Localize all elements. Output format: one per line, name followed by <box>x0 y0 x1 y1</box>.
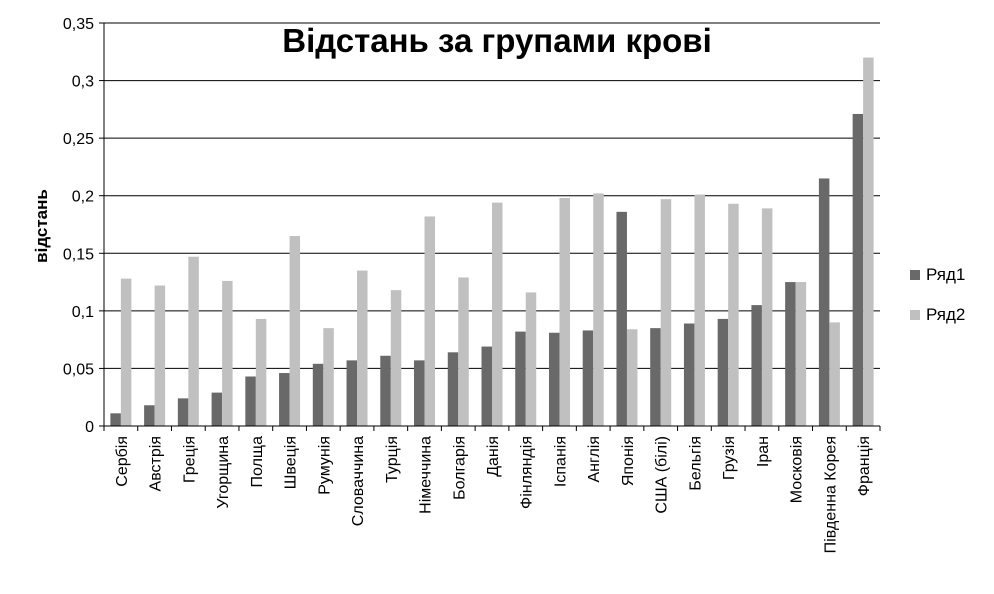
legend-label-Ряд2: Ряд2 <box>926 305 965 324</box>
x-tick-label: Англія <box>586 436 603 483</box>
bar-Ряд2-3 <box>222 280 233 426</box>
chart-title: Відстань за групами крові <box>282 22 712 59</box>
bar-Ряд2-21 <box>829 322 840 426</box>
bar-Ряд2-10 <box>458 277 469 426</box>
bar-Ряд1-13 <box>548 332 560 426</box>
bar-Ряд2-16 <box>660 199 672 426</box>
bar-Ряд1-18 <box>717 318 729 426</box>
bar-Ряд2-19 <box>761 208 773 426</box>
x-tick-label: Німеччина <box>418 436 435 514</box>
x-tick-label: Фінляндія <box>519 436 536 509</box>
bar-Ряд1-3 <box>211 392 223 426</box>
x-tick-label: Румунія <box>316 436 333 495</box>
y-tick-label: 0 <box>85 419 94 436</box>
x-tick-label: Угорщина <box>215 436 232 509</box>
bar-Ряд2-2 <box>188 256 199 426</box>
bar-Ряд2-18 <box>728 203 739 426</box>
y-axis-label: відстань <box>32 189 51 263</box>
bar-Ряд1-12 <box>515 331 526 426</box>
x-tick-label: Данія <box>485 436 502 477</box>
x-tick-label: Греція <box>181 436 198 483</box>
x-tick-label: Болгарія <box>451 436 468 500</box>
x-tick-label: Московія <box>789 436 806 503</box>
bar-Ряд1-11 <box>481 346 492 426</box>
bar-Ряд1-10 <box>447 352 459 426</box>
x-tick-label: Бельгія <box>687 436 704 491</box>
bar-Ряд2-7 <box>357 270 368 426</box>
x-tick-labels: Сербія Австрія Греція Угорщина Полща Швеція Ру… <box>103 426 881 553</box>
x-tick-label: Сербія <box>114 436 131 487</box>
legend: Ряд1 Ряд2 <box>910 265 965 324</box>
y-tick-labels: 0 0,05 0,1 0,15 0,2 0,25 0,3 0,35 <box>63 16 104 436</box>
bar-Ряд1-7 <box>346 360 358 426</box>
bar-Ряд1-17 <box>683 323 695 426</box>
bar-Ряд2-8 <box>390 290 402 426</box>
x-tick-label: Японія <box>620 436 637 486</box>
y-tick-label: 0,35 <box>63 16 94 33</box>
bar-Ряд2-17 <box>694 194 705 426</box>
bar-Ряд1-22 <box>852 113 864 426</box>
bar-Ряд2-15 <box>626 329 638 426</box>
bar-Ряд2-9 <box>424 216 436 426</box>
x-tick-label: Словаччина <box>350 436 367 526</box>
bar-Ряд1-2 <box>177 398 189 426</box>
bar-Ряд1-15 <box>616 211 627 426</box>
y-tick-label: 0,3 <box>72 74 94 91</box>
y-tick-label: 0,05 <box>63 361 94 378</box>
x-tick-label: Грузія <box>721 436 738 480</box>
legend-label-Ряд1: Ряд1 <box>926 265 965 284</box>
bar-Ряд1-8 <box>380 355 391 426</box>
bar-Ряд2-13 <box>559 198 570 426</box>
y-tick-label: 0,1 <box>72 304 94 321</box>
x-tick-label: Австрія <box>148 436 165 491</box>
x-tick-label: Полща <box>249 436 266 488</box>
y-tick-label: 0,15 <box>63 246 94 263</box>
bar-Ряд1-4 <box>245 376 256 426</box>
bar-Ряд1-1 <box>144 405 155 426</box>
bar-Ряд1-0 <box>110 413 121 426</box>
bar-Ряд1-19 <box>751 305 762 426</box>
bar-Ряд2-0 <box>120 278 132 426</box>
legend-swatch-Ряд2 <box>910 310 920 320</box>
x-tick-label: Південна Корея <box>822 436 839 553</box>
x-tick-label: Іран <box>755 436 772 467</box>
x-tick-label: Швеція <box>283 436 300 489</box>
bar-Ряд2-5 <box>289 236 301 426</box>
bar-Ряд2-4 <box>255 318 267 426</box>
bar-Ряд2-20 <box>795 282 807 426</box>
x-tick-label: Франція <box>856 436 873 496</box>
bar-Ряд2-12 <box>525 292 537 426</box>
x-tick-label: Турція <box>384 436 401 483</box>
bar-Ряд2-14 <box>593 193 604 426</box>
bar-Ряд1-16 <box>650 328 661 426</box>
bar-Ряд1-9 <box>414 360 425 426</box>
bars <box>110 57 874 427</box>
legend-swatch-Ряд1 <box>910 270 920 280</box>
bar-Ряд2-1 <box>154 285 166 426</box>
x-tick-label: Іспанія <box>552 436 569 487</box>
bar-Ряд1-20 <box>785 282 796 426</box>
y-tick-label: 0,25 <box>63 131 94 148</box>
bar-Ряд1-14 <box>582 330 594 426</box>
bar-Ряд1-5 <box>279 373 290 426</box>
bar-Ряд2-6 <box>323 328 334 426</box>
bar-Ряд2-11 <box>492 202 503 426</box>
bar-Ряд1-21 <box>818 178 830 426</box>
y-tick-label: 0,2 <box>72 189 94 206</box>
bar-Ряд2-22 <box>863 57 874 427</box>
x-tick-label: США (білі) <box>654 436 671 514</box>
bar-Ряд1-6 <box>312 363 324 426</box>
